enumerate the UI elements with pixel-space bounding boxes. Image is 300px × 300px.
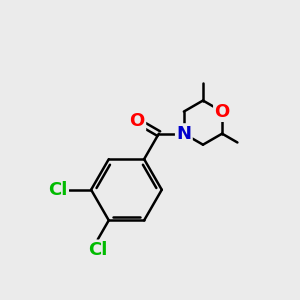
Text: O: O	[130, 112, 145, 130]
Text: Cl: Cl	[48, 181, 68, 199]
Text: Cl: Cl	[88, 241, 107, 259]
Text: O: O	[214, 103, 230, 121]
Text: N: N	[176, 125, 191, 143]
